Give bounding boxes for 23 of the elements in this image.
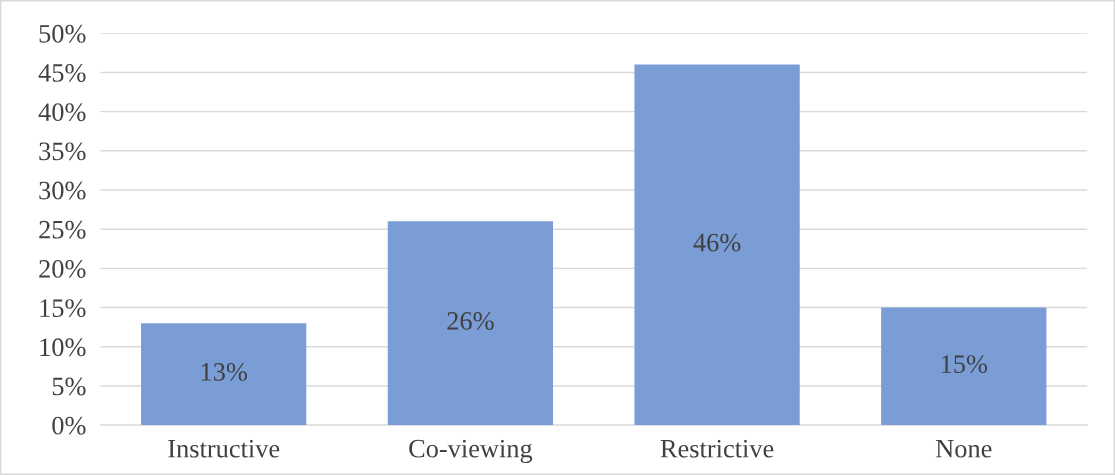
x-tick-label: Restrictive bbox=[660, 439, 774, 458]
data-label: 13% bbox=[201, 362, 247, 381]
data-label: 26% bbox=[447, 312, 494, 330]
bar bbox=[881, 307, 1047, 426]
y-tick-label: 45% bbox=[38, 64, 86, 82]
bar bbox=[634, 64, 800, 426]
y-tick-label: 5% bbox=[52, 377, 86, 396]
y-tick-label: 25% bbox=[39, 220, 86, 239]
bar bbox=[387, 221, 554, 426]
x-tick-label: None bbox=[935, 440, 992, 458]
data-label: 46% bbox=[693, 233, 741, 252]
bar bbox=[141, 323, 307, 426]
y-tick-label: 40% bbox=[38, 103, 86, 122]
data-label: 15% bbox=[941, 355, 988, 374]
y-tick-label: 30% bbox=[39, 181, 86, 200]
y-tick-label: 10% bbox=[40, 338, 86, 357]
y-tick-label: 15% bbox=[40, 299, 86, 318]
x-tick-label: Co-viewing bbox=[409, 439, 533, 463]
y-tick-label: 35% bbox=[39, 142, 86, 161]
y-tick-label: 0% bbox=[52, 416, 86, 435]
x-tick-label: Instructive bbox=[168, 439, 280, 458]
y-tick-label: 50% bbox=[39, 24, 86, 43]
y-tick-label: 20% bbox=[39, 259, 86, 278]
